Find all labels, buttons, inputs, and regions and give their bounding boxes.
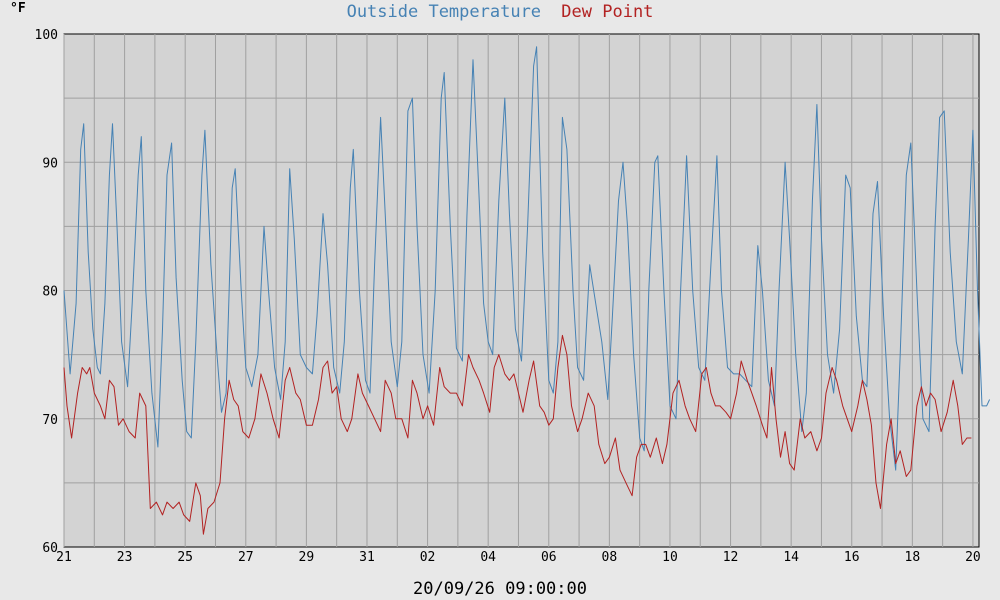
- x-tick-label: 23: [117, 550, 133, 565]
- x-axis-ticks: 21 23 25 27 29 31 02 04 06 08 10 12 14 16 18 20: [56, 550, 981, 565]
- series-line-dew-point: [63, 334, 972, 535]
- x-tick-label: 27: [238, 550, 254, 565]
- y-axis-ticks: 60 70 80 90 100: [35, 28, 58, 556]
- title-outside-temperature: Outside Temperature: [347, 2, 541, 22]
- x-tick-label: 04: [480, 550, 496, 565]
- x-tick-label: 18: [905, 550, 921, 565]
- x-tick-label: 20: [965, 550, 981, 565]
- footer-timestamp: 20/09/26 09:00:00: [413, 579, 587, 599]
- grid: [63, 34, 979, 547]
- x-tick-label: 06: [541, 550, 557, 565]
- unit-label: °F: [10, 1, 26, 16]
- chart-title: Outside Temperature Dew Point: [347, 2, 654, 22]
- x-tick-label: 25: [177, 550, 193, 565]
- x-tick-label: 31: [359, 550, 375, 565]
- y-tick-label: 60: [42, 541, 58, 556]
- x-tick-label: 12: [723, 550, 739, 565]
- series-line-outside-temperature: [63, 46, 991, 471]
- y-tick-label: 100: [35, 28, 58, 43]
- y-tick-label: 90: [42, 156, 58, 171]
- y-tick-label: 70: [42, 413, 58, 428]
- title-dew-point: Dew Point: [561, 2, 653, 22]
- x-tick-label: 16: [844, 550, 860, 565]
- x-tick-label: 29: [299, 550, 315, 565]
- y-tick-label: 80: [42, 285, 58, 300]
- series-lines: [63, 46, 991, 535]
- x-tick-label: 08: [602, 550, 618, 565]
- x-tick-label: 21: [56, 550, 72, 565]
- x-tick-label: 10: [662, 550, 678, 565]
- x-tick-label: 14: [783, 550, 799, 565]
- x-tick-label: 02: [420, 550, 436, 565]
